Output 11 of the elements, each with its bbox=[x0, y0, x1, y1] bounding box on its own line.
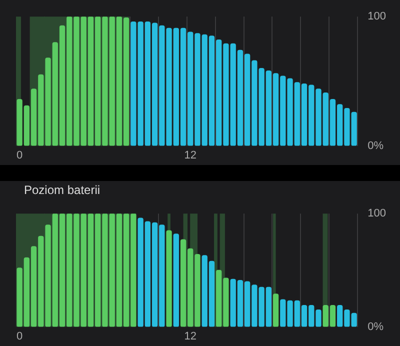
y-tick-label: 0% bbox=[368, 140, 384, 152]
bar bbox=[173, 234, 179, 327]
bar bbox=[272, 294, 279, 327]
x-tick-label: 0 bbox=[16, 149, 23, 162]
x-tick-label: 12 bbox=[184, 149, 197, 162]
chart-title: Poziom baterii bbox=[23, 182, 102, 197]
y-tick-label: 100 bbox=[368, 10, 386, 23]
x-tick-label: 12 bbox=[184, 330, 197, 342]
y-tick-label: 0% bbox=[368, 320, 384, 333]
y-tick-label: 100 bbox=[368, 208, 386, 220]
x-tick-label: 0 bbox=[16, 330, 23, 342]
